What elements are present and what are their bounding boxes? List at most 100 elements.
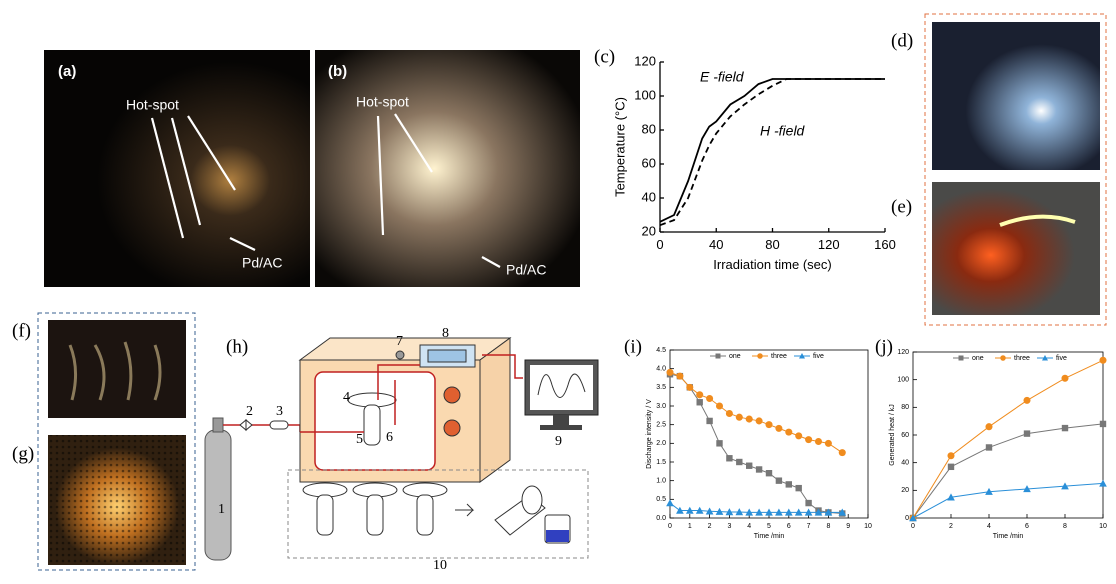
panel-label: (b) [328,63,347,80]
diagram-label: 10 [433,558,447,573]
x-tick-label: 8 [826,523,830,530]
marker [706,418,712,424]
x-tick-label: 120 [818,237,840,252]
x-tick-label: 10 [864,523,872,530]
legend-label: three [1014,355,1030,362]
marker [716,402,723,409]
marker [786,481,792,487]
series-line [913,360,1103,518]
marker [796,485,802,491]
y-tick-label: 80 [901,404,909,411]
marker [746,463,752,469]
marker [1023,397,1030,404]
x-tick-label: 6 [1025,523,1029,530]
y-tick-label: 3.5 [656,384,666,391]
marker [805,436,812,443]
diagram-label: 7 [396,334,403,349]
legend-label: five [813,353,824,360]
marker [947,452,954,459]
photo-e [932,182,1100,315]
marker [676,373,683,380]
y-tick-label: 1.5 [656,459,666,466]
series-label: E -field [700,69,745,85]
x-tick-label: 2 [949,523,953,530]
diagram-label: 2 [246,404,253,419]
y-tick-label: 100 [897,377,909,384]
photo-f [48,320,186,418]
y-tick-label: 3.0 [656,403,666,410]
y-tick-label: 40 [642,189,656,204]
y-axis-label: Generated heat / kJ [889,404,896,465]
panel-label: (e) [891,196,912,217]
series-line [660,79,885,222]
y-tick-label: 120 [634,53,656,68]
annotation: Hot-spot [356,94,409,110]
marker [736,459,742,465]
y-tick-label: 60 [642,155,656,170]
diagram-label: 3 [276,404,283,419]
panel-label: (i) [624,336,642,357]
y-tick-label: 4.0 [656,366,666,373]
x-tick-label: 9 [846,523,850,530]
marker [825,440,832,447]
photo-mesh [48,435,186,565]
y-tick-label: 20 [901,487,909,494]
marker [736,414,743,421]
legend-label: three [771,353,787,360]
legend-label: one [729,353,741,360]
marker [948,464,954,470]
marker [1024,430,1030,436]
marker [666,499,674,506]
diagram [205,338,598,560]
x-tick-label: 3 [727,523,731,530]
marker [746,416,753,423]
marker [726,410,733,417]
series-line [913,483,1103,518]
y-tick-label: 2.0 [656,440,666,447]
marker [1099,357,1106,364]
figure: Hot-spot Pd/AC Hot-spot Pd/AC (a) (b) (c… [0,0,1116,579]
diagram-label: 9 [555,434,562,449]
y-tick-label: 0 [905,515,909,522]
diagram-label: 1 [218,502,225,517]
marker [765,421,772,428]
marker [959,356,964,361]
diagram-label: 4 [343,390,350,405]
marker [1099,480,1107,487]
marker [986,444,992,450]
panel-label: (g) [12,443,34,464]
panel-label: (f) [12,320,31,341]
marker [1100,421,1106,427]
y-tick-label: 80 [642,121,656,136]
marker [776,477,782,483]
panel-label: (a) [58,63,76,80]
x-tick-label: 1 [688,523,692,530]
x-tick-label: 40 [709,237,723,252]
x-tick-label: 80 [765,237,779,252]
annotation: Pd/AC [242,255,282,271]
x-tick-label: 0 [911,523,915,530]
x-axis-label: Time /min [754,533,785,540]
marker [716,440,722,446]
marker [795,432,802,439]
marker [726,455,732,461]
marker [805,500,811,506]
y-tick-label: 40 [901,460,909,467]
y-tick-label: 120 [897,349,909,356]
legend-label: five [1056,355,1067,362]
y-tick-label: 2.5 [656,422,666,429]
series-label: H -field [760,123,806,139]
marker [1061,375,1068,382]
marker [756,466,762,472]
marker [785,429,792,436]
marker [775,425,782,432]
series-line [660,79,885,225]
y-tick-label: 20 [642,223,656,238]
marker [716,354,721,359]
diagram-label: 8 [442,326,449,341]
x-tick-label: 0 [656,237,663,252]
x-tick-label: 7 [807,523,811,530]
marker [757,353,763,359]
photo-a [44,50,310,287]
photo-d [932,22,1100,170]
